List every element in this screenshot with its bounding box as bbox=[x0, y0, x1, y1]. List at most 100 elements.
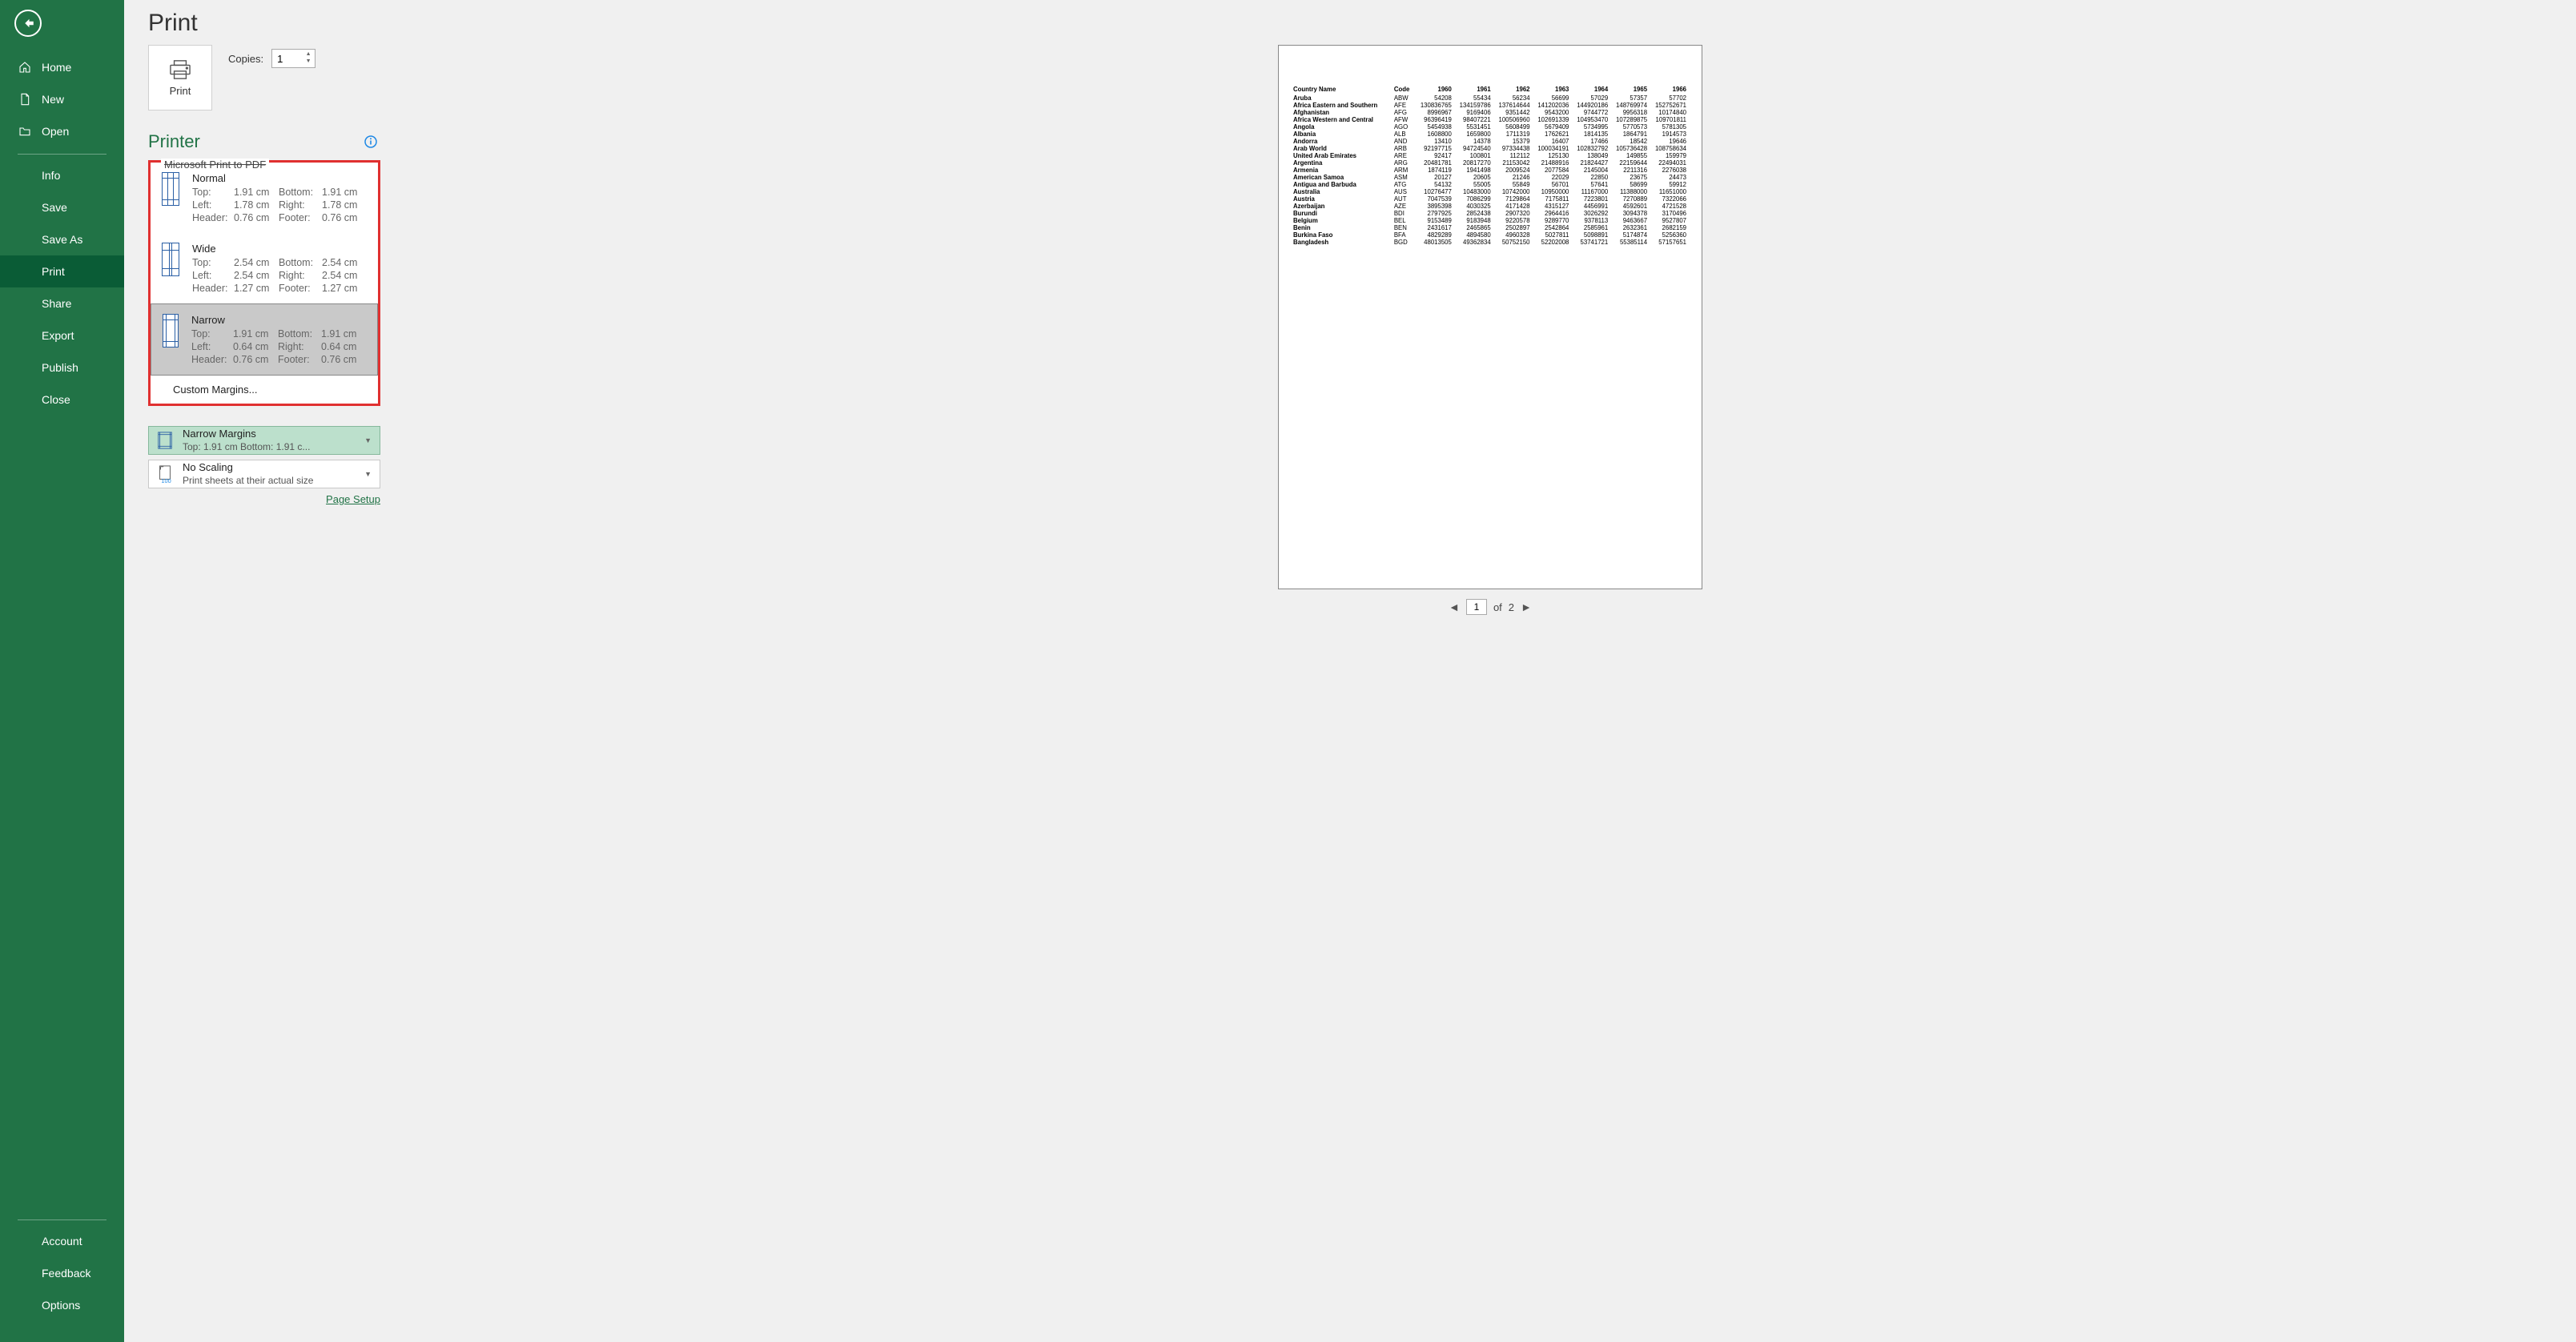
preview-row: United Arab EmiratesARE92417100801112112… bbox=[1293, 152, 1689, 159]
page-navigator: ◄ of 2 ► bbox=[1449, 599, 1532, 615]
custom-margins-option[interactable]: Custom Margins... bbox=[151, 376, 378, 404]
margin-option-title: Normal bbox=[192, 172, 367, 184]
preview-col-header: Code bbox=[1394, 86, 1415, 94]
preview-row: AustriaAUT704753970862997129864717581172… bbox=[1293, 195, 1689, 203]
preview-row: AzerbaijanAZE389539840303254171428431512… bbox=[1293, 203, 1689, 210]
preview-col-header: 1962 bbox=[1493, 86, 1533, 94]
backstage-sidebar: Home New Open Info Save Save As Print Share Exp… bbox=[0, 0, 124, 1342]
nav-account[interactable]: Account bbox=[0, 1225, 124, 1257]
print-button[interactable]: Print bbox=[148, 45, 212, 110]
preview-row: Burkina FasoBFA4829289489458049603285027… bbox=[1293, 231, 1689, 239]
margin-thumb-icon bbox=[162, 243, 179, 276]
scaling-dropdown[interactable]: 100 No Scaling Print sheets at their act… bbox=[148, 460, 380, 488]
arrow-left-icon bbox=[21, 16, 35, 30]
chevron-down-icon: ▼ bbox=[363, 470, 373, 478]
nav-home[interactable]: Home bbox=[0, 51, 124, 83]
main-area: Print Print Copies: 1 bbox=[124, 0, 2576, 1342]
printer-icon bbox=[168, 59, 192, 80]
preview-row: BangladeshBGD480135054936283450752150522… bbox=[1293, 239, 1689, 246]
nav-label: Publish bbox=[42, 361, 78, 374]
nav-label: Feedback bbox=[42, 1267, 90, 1280]
nav-label: Close bbox=[42, 393, 70, 406]
nav-save[interactable]: Save bbox=[0, 191, 124, 223]
preview-row: BeninBEN24316172465865250289725428642585… bbox=[1293, 224, 1689, 231]
margin-option-wide[interactable]: WideTop:2.54 cmBottom:2.54 cmLeft:2.54 c… bbox=[151, 233, 378, 303]
preview-col-header: 1964 bbox=[1571, 86, 1610, 94]
margin-thumb-icon bbox=[162, 172, 179, 206]
preview-row: BelgiumBEL915348991839489220578928977093… bbox=[1293, 217, 1689, 224]
total-pages: 2 bbox=[1509, 601, 1514, 613]
copies-down[interactable]: ▼ bbox=[303, 58, 313, 66]
back-button[interactable] bbox=[14, 10, 42, 37]
nav-export[interactable]: Export bbox=[0, 319, 124, 352]
copies-value: 1 bbox=[277, 53, 283, 65]
nav-print[interactable]: Print bbox=[0, 255, 124, 287]
preview-row: American SamoaASM20127206052124622029228… bbox=[1293, 174, 1689, 181]
of-label: of bbox=[1493, 601, 1502, 613]
nav-label: Account bbox=[42, 1235, 82, 1248]
preview-row: AfghanistanAFG89969679169406935144295432… bbox=[1293, 109, 1689, 116]
folder-icon bbox=[18, 125, 32, 138]
copies-up[interactable]: ▲ bbox=[303, 51, 313, 58]
page-setup-link[interactable]: Page Setup bbox=[326, 493, 380, 505]
margin-option-narrow[interactable]: NarrowTop:1.91 cmBottom:1.91 cmLeft:0.64… bbox=[151, 303, 378, 376]
preview-row: ArgentinaARG2048178120817270211530422148… bbox=[1293, 159, 1689, 167]
print-button-label: Print bbox=[170, 85, 191, 97]
current-page-input[interactable] bbox=[1466, 599, 1487, 615]
margins-dd-primary: Narrow Margins bbox=[183, 428, 355, 440]
preview-row: ArmeniaARM187411919414982009524207758421… bbox=[1293, 167, 1689, 174]
margin-thumb-icon bbox=[163, 314, 179, 348]
print-preview-column: Country NameCode196019611962196319641965… bbox=[420, 45, 2576, 1342]
nav-label: Save As bbox=[42, 233, 82, 246]
copies-label: Copies: bbox=[228, 53, 263, 65]
preview-row: ArubaABW54208554345623456699570295735757… bbox=[1293, 94, 1689, 102]
nav-label: Export bbox=[42, 329, 74, 342]
printer-info-icon[interactable] bbox=[364, 135, 377, 148]
preview-col-header: 1961 bbox=[1454, 86, 1493, 94]
nav-feedback[interactable]: Feedback bbox=[0, 1257, 124, 1289]
margin-option-title: Wide bbox=[192, 243, 367, 255]
nav-divider bbox=[18, 1219, 106, 1220]
preview-row: Arab WorldARB921977159472454097334438100… bbox=[1293, 145, 1689, 152]
nav-close[interactable]: Close bbox=[0, 384, 124, 416]
page-title: Print bbox=[124, 0, 2576, 45]
home-icon bbox=[18, 61, 32, 74]
nav-publish[interactable]: Publish bbox=[0, 352, 124, 384]
margin-option-normal[interactable]: NormalTop:1.91 cmBottom:1.91 cmLeft:1.78… bbox=[151, 163, 378, 233]
nav-label: Open bbox=[42, 125, 69, 138]
nav-options[interactable]: Options bbox=[0, 1289, 124, 1321]
preview-row: AustraliaAUS1027647710483000107420001095… bbox=[1293, 188, 1689, 195]
printer-heading: Printer bbox=[148, 131, 200, 152]
preview-row: Africa Western and CentralAFW96396419984… bbox=[1293, 116, 1689, 123]
nav-info[interactable]: Info bbox=[0, 159, 124, 191]
scaling-icon: 100 bbox=[155, 465, 175, 483]
preview-col-header: 1966 bbox=[1650, 86, 1689, 94]
preview-row: Antigua and BarbudaATG541325500555849567… bbox=[1293, 181, 1689, 188]
print-settings-column: Print Copies: 1 ▲ ▼ Printer bbox=[148, 45, 380, 1342]
nav-saveas[interactable]: Save As bbox=[0, 223, 124, 255]
preview-col-header: 1960 bbox=[1415, 86, 1454, 94]
file-icon bbox=[18, 93, 32, 106]
scaling-dd-secondary: Print sheets at their actual size bbox=[183, 475, 355, 487]
preview-row: AngolaAGO5454938553145156084995679409573… bbox=[1293, 123, 1689, 131]
nav-new[interactable]: New bbox=[0, 83, 124, 115]
prev-page-button[interactable]: ◄ bbox=[1449, 601, 1460, 613]
nav-divider bbox=[18, 154, 106, 155]
nav-label: Share bbox=[42, 297, 71, 310]
next-page-button[interactable]: ► bbox=[1521, 601, 1532, 613]
copies-input[interactable]: 1 ▲ ▼ bbox=[271, 49, 315, 68]
margins-dropdown[interactable]: Narrow Margins Top: 1.91 cm Bottom: 1.91… bbox=[148, 426, 380, 455]
hidden-printer-name: Microsoft Print to PDF bbox=[161, 159, 269, 171]
chevron-down-icon: ▼ bbox=[363, 436, 373, 444]
nav-label: Print bbox=[42, 265, 65, 278]
scaling-dd-primary: No Scaling bbox=[183, 461, 355, 474]
nav-label: Info bbox=[42, 169, 60, 182]
nav-share[interactable]: Share bbox=[0, 287, 124, 319]
nav-label: Home bbox=[42, 61, 71, 74]
preview-col-header: 1963 bbox=[1533, 86, 1572, 94]
nav-label: Save bbox=[42, 201, 67, 214]
preview-table: Country NameCode196019611962196319641965… bbox=[1293, 86, 1689, 246]
nav-open[interactable]: Open bbox=[0, 115, 124, 147]
svg-text:100: 100 bbox=[161, 477, 171, 483]
preview-page: Country NameCode196019611962196319641965… bbox=[1278, 45, 1702, 589]
